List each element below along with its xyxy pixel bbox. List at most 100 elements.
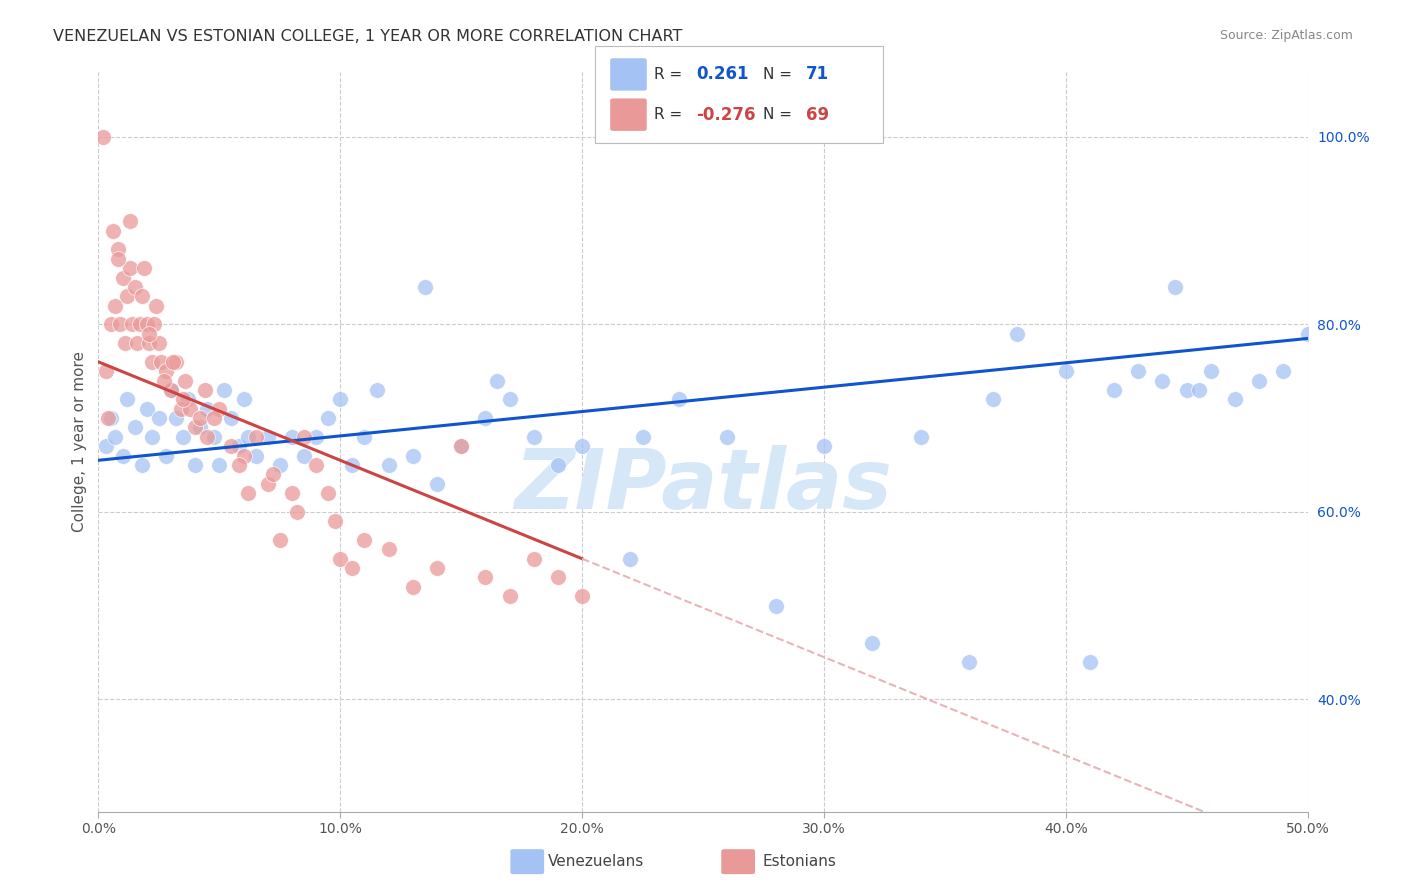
Point — [160, 383, 183, 397]
Point — [402, 449, 425, 463]
Point — [353, 430, 375, 444]
Point — [160, 383, 183, 397]
Point — [342, 458, 364, 472]
Point — [94, 439, 117, 453]
Point — [228, 458, 250, 472]
Text: Estonians: Estonians — [762, 855, 837, 869]
Point — [325, 514, 347, 528]
Point — [474, 570, 496, 584]
Point — [498, 589, 520, 603]
Text: 69: 69 — [806, 105, 828, 124]
Point — [184, 458, 207, 472]
Text: Venezuelans: Venezuelans — [548, 855, 644, 869]
Point — [195, 401, 218, 416]
Text: ZIPatlas: ZIPatlas — [515, 445, 891, 526]
Point — [131, 289, 153, 303]
Point — [1199, 364, 1222, 378]
Point — [204, 430, 226, 444]
Point — [426, 476, 449, 491]
Point — [426, 561, 449, 575]
Text: VENEZUELAN VS ESTONIAN COLLEGE, 1 YEAR OR MORE CORRELATION CHART: VENEZUELAN VS ESTONIAN COLLEGE, 1 YEAR O… — [53, 29, 683, 44]
Point — [1102, 383, 1125, 397]
Point — [571, 439, 593, 453]
Point — [413, 280, 436, 294]
Text: -0.276: -0.276 — [696, 105, 755, 124]
Point — [131, 458, 153, 472]
Point — [269, 533, 291, 547]
Point — [118, 261, 141, 276]
Point — [281, 430, 304, 444]
Point — [117, 392, 139, 407]
Point — [547, 570, 569, 584]
Point — [474, 411, 496, 425]
Point — [145, 299, 167, 313]
Point — [1175, 383, 1198, 397]
Point — [204, 411, 226, 425]
Point — [1163, 280, 1185, 294]
Point — [169, 401, 191, 416]
Point — [450, 439, 472, 453]
Point — [1188, 383, 1211, 397]
Point — [94, 364, 117, 378]
Point — [1007, 326, 1029, 341]
Text: R =: R = — [654, 67, 688, 82]
Point — [124, 420, 146, 434]
Text: R =: R = — [654, 107, 688, 122]
Point — [107, 252, 129, 266]
Point — [1272, 364, 1295, 378]
Point — [177, 392, 200, 407]
Point — [619, 551, 641, 566]
Point — [148, 336, 170, 351]
Point — [305, 430, 328, 444]
Point — [108, 318, 131, 332]
Point — [104, 299, 127, 313]
Point — [316, 411, 339, 425]
Point — [174, 374, 197, 388]
Point — [111, 449, 134, 463]
Point — [104, 430, 127, 444]
Point — [353, 533, 375, 547]
Point — [100, 411, 122, 425]
Point — [716, 430, 738, 444]
Point — [172, 430, 194, 444]
Y-axis label: College, 1 year or more: College, 1 year or more — [72, 351, 87, 532]
Point — [281, 486, 304, 500]
Point — [155, 364, 177, 378]
Point — [402, 580, 425, 594]
Point — [498, 392, 520, 407]
Point — [221, 411, 243, 425]
Point — [188, 411, 211, 425]
Point — [179, 401, 201, 416]
Point — [184, 420, 207, 434]
Point — [232, 449, 254, 463]
Point — [238, 486, 260, 500]
Point — [860, 636, 883, 650]
Point — [366, 383, 388, 397]
Point — [138, 336, 160, 351]
Point — [305, 458, 328, 472]
Point — [342, 561, 364, 575]
Text: 0.261: 0.261 — [696, 65, 748, 84]
Point — [377, 542, 399, 557]
Point — [523, 551, 546, 566]
Point — [256, 430, 278, 444]
Point — [1078, 655, 1101, 669]
Point — [1128, 364, 1150, 378]
Point — [150, 355, 173, 369]
Point — [152, 374, 174, 388]
Point — [172, 392, 194, 407]
Point — [134, 261, 156, 276]
Point — [292, 430, 315, 444]
Point — [194, 383, 217, 397]
Point — [121, 318, 143, 332]
Point — [118, 214, 141, 228]
Point — [124, 280, 146, 294]
Point — [135, 401, 157, 416]
Point — [377, 458, 399, 472]
Point — [269, 458, 291, 472]
Point — [208, 458, 231, 472]
Point — [162, 355, 184, 369]
Point — [127, 336, 149, 351]
Point — [981, 392, 1004, 407]
Point — [135, 318, 157, 332]
